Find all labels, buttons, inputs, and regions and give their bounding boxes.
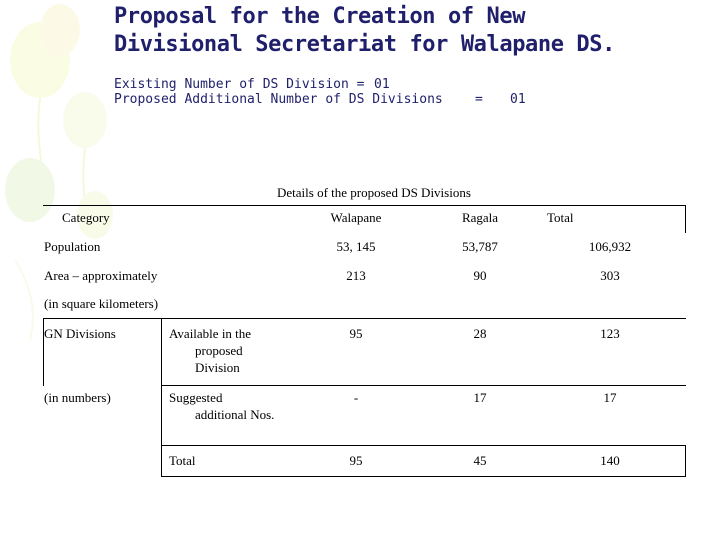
title-line-1: Proposal for the Creation of New xyxy=(114,4,526,29)
area-total: 303 xyxy=(600,268,620,283)
proposed-label: Proposed Additional Number of DS Divisio… xyxy=(114,92,443,107)
population-total: 106,932 xyxy=(588,239,632,254)
gn-available-total: 123 xyxy=(600,326,620,341)
header-category: Category xyxy=(62,210,110,225)
gn-row-total-label: Total xyxy=(169,453,196,468)
gn-row-suggested-label: Suggested additional Nos. xyxy=(169,389,294,423)
header-ragala: Ragala xyxy=(461,210,499,225)
table-divider-gn xyxy=(43,318,686,319)
gn-row-suggested-line2: additional Nos. xyxy=(195,407,275,422)
population-ragala: 53,787 xyxy=(462,239,498,254)
gn-total-walapane: 95 xyxy=(349,453,363,468)
gn-suggested-ragala: 17 xyxy=(473,390,487,405)
table-divider-row2 xyxy=(162,385,686,386)
gn-available-ragala: 28 xyxy=(473,326,487,341)
proposed-equals: = xyxy=(475,92,483,107)
gn-suggested-walapane: - xyxy=(353,390,359,405)
area-sublabel: (in square kilometers) xyxy=(44,296,159,311)
table-divider-sublabel xyxy=(161,318,162,477)
gn-row-available-line2: proposed xyxy=(195,343,243,358)
table-border-top xyxy=(43,205,686,206)
population-walapane: 53, 145 xyxy=(336,239,376,254)
gn-sublabel: (in numbers) xyxy=(44,390,111,405)
header-total: Total xyxy=(547,210,574,225)
table-divider-row3 xyxy=(162,445,686,446)
gn-row-available-line1: Available in the xyxy=(169,326,252,341)
gn-total-total: 140 xyxy=(600,453,620,468)
gn-total-ragala: 45 xyxy=(473,453,487,468)
area-ragala: 90 xyxy=(473,268,487,283)
proposed-value: 01 xyxy=(510,92,526,107)
gn-suggested-total: 17 xyxy=(603,390,617,405)
table-caption: Details of the proposed DS Divisions xyxy=(277,185,471,200)
gn-available-walapane: 95 xyxy=(349,326,363,341)
area-label: Area – approximately xyxy=(44,268,158,283)
area-walapane: 213 xyxy=(346,268,366,283)
population-label: Population xyxy=(44,239,101,254)
table-border-right-bottom xyxy=(685,445,686,477)
table-border-left-gn xyxy=(43,318,44,386)
table-border-bottom xyxy=(162,476,686,477)
existing-value: 01 xyxy=(374,77,390,92)
header-walapane: Walapane xyxy=(330,210,382,225)
title-line-2: Divisional Secretariat for Walapane DS. xyxy=(114,32,615,57)
table-border-right-top xyxy=(685,205,686,233)
gn-row-available-line3: Division xyxy=(195,360,240,375)
slide-title: Proposal for the Creation of New Divisio… xyxy=(114,3,615,59)
gn-label: GN Divisions xyxy=(44,326,116,341)
existing-label: Existing Number of DS Division = xyxy=(114,77,365,92)
gn-row-available-label: Available in the proposed Division xyxy=(169,325,289,376)
gn-row-suggested-line1: Suggested xyxy=(169,390,223,405)
